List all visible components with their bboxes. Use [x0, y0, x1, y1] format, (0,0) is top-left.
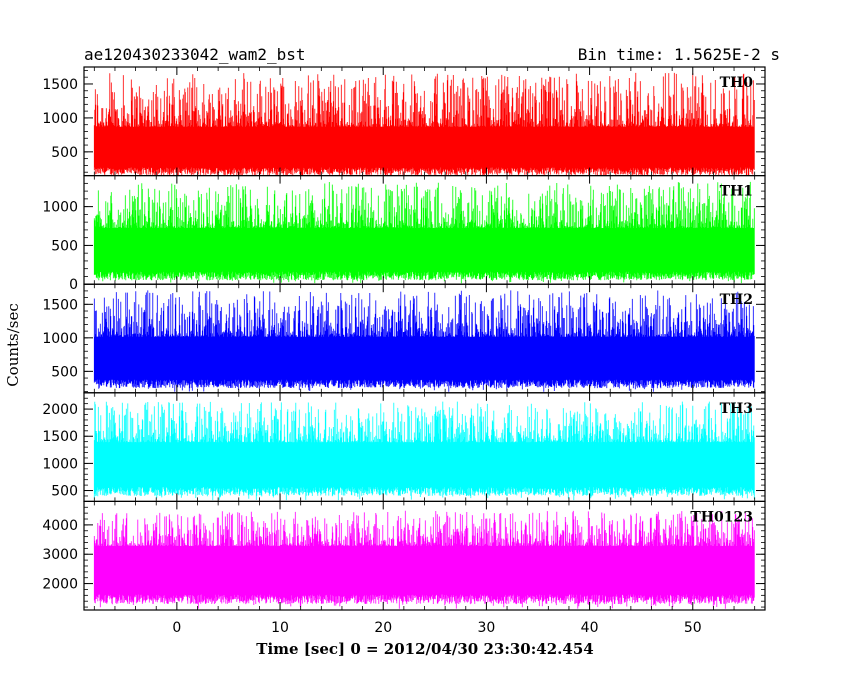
y-tick-label: 3000 — [42, 547, 78, 563]
y-tick-label: 1000 — [42, 200, 78, 216]
panel-label-th1: TH1 — [720, 184, 753, 200]
x-axis-label: Time [sec] 0 = 2012/04/30 23:30:42.454 — [256, 640, 593, 658]
y-tick-label: 2000 — [42, 402, 78, 418]
series-trace-th2 — [93, 290, 755, 392]
panel-th0123: 2000 3000 4000 TH0123 — [42, 500, 766, 611]
y-tick-label: 2000 — [42, 577, 78, 593]
y-tick-label: 0 — [69, 277, 78, 293]
x-tick-label: 0 — [172, 620, 181, 636]
panel-th3: 500 1000 1500 2000 TH3 — [42, 392, 766, 502]
panel-label-th3: TH3 — [720, 401, 753, 417]
x-tick-label: 20 — [374, 620, 392, 636]
x-tick-label: 40 — [581, 620, 599, 636]
y-tick-label: 500 — [51, 364, 78, 380]
series-trace-th0123 — [93, 510, 755, 609]
y-tick-label: 1000 — [42, 111, 78, 127]
chart-title-right: Bin time: 1.5625E-2 s — [578, 45, 780, 64]
y-tick-label: 500 — [51, 238, 78, 254]
y-tick-label: 1000 — [42, 456, 78, 472]
panel-label-th2: TH2 — [720, 292, 753, 308]
y-tick-label: 1500 — [42, 297, 78, 313]
series-trace-th1 — [93, 181, 755, 284]
series-trace-th0 — [93, 72, 755, 176]
panel-th1: 0 500 1000 TH1 — [42, 175, 766, 293]
chart-title-left: ae120430233042_wam2_bst — [84, 45, 306, 64]
panel-label-th0: TH0 — [720, 75, 754, 91]
panel-label-th0123: TH0123 — [690, 509, 753, 525]
y-tick-label: 1500 — [42, 77, 78, 93]
panel-th2: 500 1000 1500 TH2 — [42, 283, 766, 394]
y-tick-label: 1000 — [42, 331, 78, 347]
x-tick-label: 50 — [684, 620, 702, 636]
panel-th0: 500 1000 1500 TH0 — [42, 66, 766, 177]
x-tick-label: 10 — [271, 620, 289, 636]
y-tick-label: 500 — [51, 484, 78, 500]
y-tick-label: 1500 — [42, 429, 78, 445]
y-tick-label: 4000 — [42, 518, 78, 534]
y-axis-label: Counts/sec — [4, 303, 22, 387]
series-trace-th3 — [93, 401, 755, 501]
x-tick-label: 30 — [477, 620, 495, 636]
y-tick-label: 500 — [51, 145, 78, 161]
